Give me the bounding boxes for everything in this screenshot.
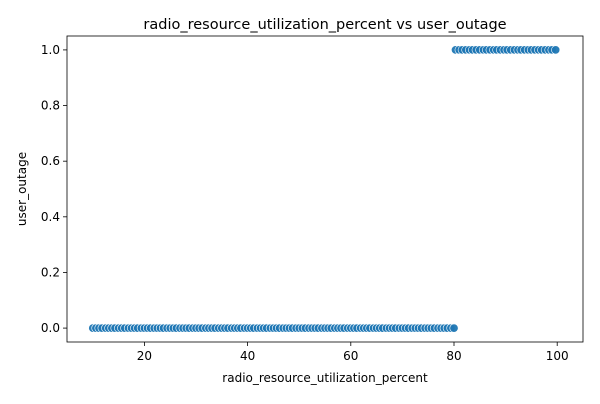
- y-tick-label: 0.6: [41, 154, 60, 168]
- x-axis-ticks: 20 40 60 80 100: [137, 342, 569, 363]
- y-axis-label: user_outage: [15, 152, 29, 226]
- y-axis-ticks: 0.0 0.2 0.4 0.6 0.8 1.0: [41, 43, 67, 335]
- x-tick-label: 100: [546, 349, 569, 363]
- y-tick-label: 0.8: [41, 99, 60, 113]
- data-point: [449, 323, 459, 333]
- chart-title: radio_resource_utilization_percent vs us…: [143, 17, 506, 33]
- y-tick-label: 0.4: [41, 210, 60, 224]
- x-tick-label: 60: [343, 349, 358, 363]
- x-axis-label: radio_resource_utilization_percent: [222, 371, 428, 385]
- x-tick-label: 20: [137, 349, 152, 363]
- data-points: [88, 45, 561, 333]
- data-point: [551, 45, 561, 55]
- y-tick-label: 0.0: [41, 321, 60, 335]
- plot-frame: [66, 35, 584, 343]
- y-tick-label: 1.0: [41, 43, 60, 57]
- x-tick-label: 80: [446, 349, 461, 363]
- y-tick-label: 0.2: [41, 265, 60, 279]
- x-tick-label: 40: [240, 349, 255, 363]
